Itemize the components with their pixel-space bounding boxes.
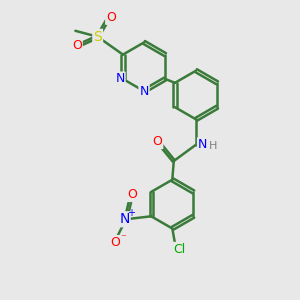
- Text: O: O: [72, 39, 82, 52]
- Text: O: O: [127, 188, 137, 201]
- Text: ⁻: ⁻: [121, 234, 127, 244]
- Text: O: O: [152, 135, 162, 148]
- Text: N: N: [115, 73, 125, 85]
- Text: S: S: [93, 30, 102, 44]
- Text: O: O: [106, 11, 116, 24]
- Text: H: H: [209, 141, 218, 151]
- Text: O: O: [111, 236, 121, 249]
- Text: N: N: [119, 212, 130, 226]
- Text: N: N: [198, 138, 207, 151]
- Text: Cl: Cl: [174, 243, 186, 256]
- Text: +: +: [127, 208, 135, 218]
- Text: N: N: [140, 85, 149, 98]
